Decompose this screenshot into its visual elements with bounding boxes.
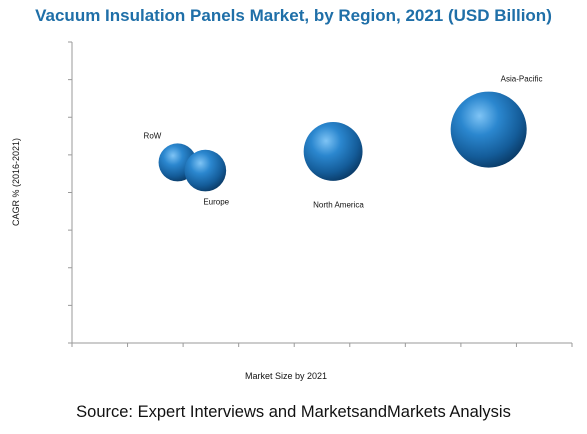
bubble-label: Europe xyxy=(203,198,229,207)
bubbles xyxy=(158,91,527,192)
bubble-label: RoW xyxy=(144,131,162,140)
bubble-label: North America xyxy=(313,200,364,209)
bubble-europe xyxy=(184,149,227,192)
bubble-north-america xyxy=(303,122,363,181)
bubble-labels: RoW Europe North America Asia-Pacific xyxy=(144,75,543,210)
x-axis-label: Market Size by 2021 xyxy=(245,371,327,381)
bubble-asia-pacific xyxy=(450,91,527,168)
axes xyxy=(68,41,573,347)
chart-title: Vacuum Insulation Panels Market, by Regi… xyxy=(35,6,552,25)
y-axis-label: CAGR % (2016-2021) xyxy=(11,138,21,226)
source-note: Source: Expert Interviews and Marketsand… xyxy=(76,403,511,421)
bubble-label: Asia-Pacific xyxy=(501,75,543,84)
